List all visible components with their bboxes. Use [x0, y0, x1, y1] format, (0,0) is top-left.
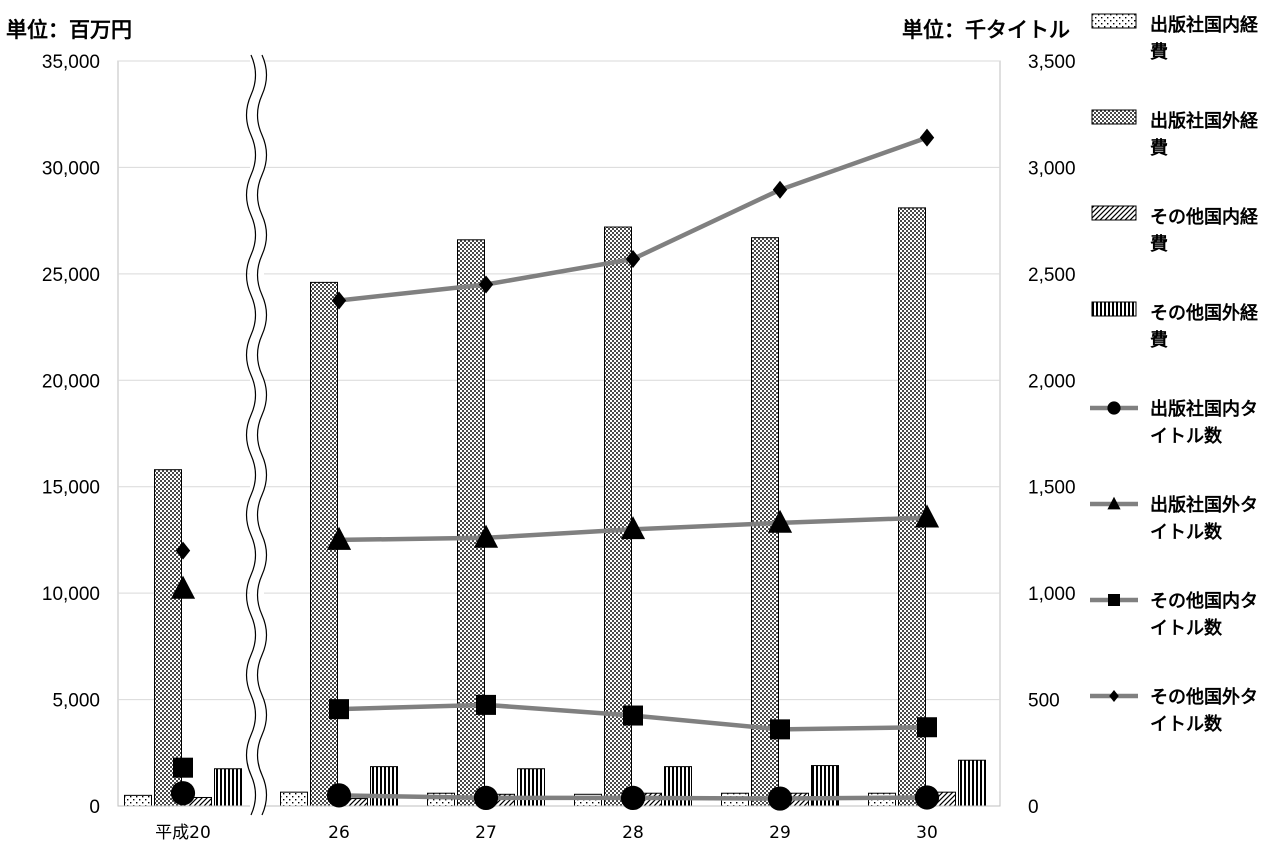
legend-label: 出版社国内経費 — [1150, 15, 1258, 63]
right-tick-label: 3,000 — [1028, 158, 1076, 179]
right-tick-label: 2,500 — [1028, 265, 1076, 286]
legend-item: 出版社国内経費 — [1088, 10, 1268, 70]
legend-label: その他国外経費 — [1150, 303, 1258, 351]
legend-item: その他国外経費 — [1088, 298, 1268, 358]
data-point-circle — [473, 785, 499, 811]
left-tick-label: 0 — [89, 797, 100, 818]
lines — [170, 128, 940, 811]
data-point-square — [476, 694, 496, 715]
data-point-diamond — [478, 275, 494, 294]
right-tick-label: 2,000 — [1028, 371, 1076, 392]
left-tick-label: 5,000 — [52, 691, 100, 712]
axis-break — [245, 50, 268, 820]
legend-label: 出版社国内タイトル数 — [1150, 399, 1258, 447]
legend-swatch — [1091, 109, 1137, 125]
data-point-triangle — [914, 504, 940, 528]
legend-label: その他国内経費 — [1150, 207, 1258, 255]
legend-item: 出版社国内タイトル数 — [1088, 394, 1268, 454]
legend-symbol — [1091, 13, 1137, 29]
data-point-circle — [620, 785, 646, 811]
right-axis: 0 500 1,000 1,500 2,000 2,500 3,000 3,500 — [1028, 52, 1076, 818]
data-point-circle — [914, 785, 940, 810]
category-label: 30 — [916, 823, 938, 843]
axis-break-line — [245, 54, 257, 816]
data-point-diamond — [175, 541, 191, 560]
legend-item: 出版社国外経費 — [1088, 106, 1268, 166]
legend-symbol — [1091, 301, 1137, 317]
data-point-circle — [170, 781, 196, 806]
left-tick-label: 10,000 — [42, 584, 100, 605]
legend-swatch — [1091, 13, 1137, 29]
category-labels: 平成20 26 27 28 29 30 — [155, 823, 938, 843]
data-point-square — [917, 717, 937, 738]
left-unit-label: 単位：百万円 — [6, 18, 132, 42]
data-point-triangle — [170, 575, 196, 599]
data-point-diamond — [1109, 690, 1119, 702]
left-tick-label: 35,000 — [42, 52, 100, 73]
legend-symbol — [1090, 594, 1138, 606]
legend-label: 出版社国外タイトル数 — [1150, 495, 1258, 543]
legend-swatch — [1091, 205, 1137, 221]
category-label: 27 — [475, 823, 497, 843]
legend-symbol — [1090, 401, 1138, 415]
plot-area — [117, 60, 1001, 807]
legend-symbol — [1091, 205, 1137, 221]
right-tick-label: 500 — [1028, 691, 1060, 712]
legend-symbol — [1091, 109, 1137, 125]
legend-label: その他国内タイトル数 — [1150, 591, 1258, 639]
data-point-triangle — [620, 516, 646, 540]
category-label: 29 — [769, 823, 791, 843]
bar — [457, 239, 485, 807]
data-point-diamond — [772, 180, 788, 199]
bar — [517, 768, 545, 807]
data-point-diamond — [625, 249, 641, 268]
left-tick-label: 15,000 — [42, 478, 100, 499]
bar — [370, 766, 398, 807]
category-label: 28 — [622, 823, 644, 843]
legend-symbol — [1090, 496, 1138, 510]
legend-label: 出版社国外経費 — [1150, 111, 1258, 159]
right-unit-label: 単位：千タイトル — [902, 18, 1070, 42]
left-tick-label: 30,000 — [42, 158, 100, 179]
data-point-square — [770, 719, 790, 740]
bar — [958, 759, 986, 807]
category-label: 平成20 — [155, 823, 211, 843]
legend-label: その他国外タイトル数 — [1150, 687, 1258, 735]
bar — [898, 207, 926, 807]
bar — [154, 469, 182, 807]
data-point-circle — [326, 783, 352, 808]
right-tick-label: 0 — [1028, 797, 1039, 818]
legend-swatch — [1091, 301, 1137, 317]
left-tick-label: 20,000 — [42, 371, 100, 392]
data-point-diamond — [331, 291, 347, 310]
data-point-circle — [1107, 401, 1121, 415]
left-axis: 0 5,000 10,000 15,000 20,000 25,000 30,000 35,0… — [42, 52, 100, 818]
data-point-square — [173, 757, 193, 778]
data-point-square — [329, 699, 349, 720]
data-point-triangle — [473, 524, 499, 548]
data-point-triangle — [767, 509, 793, 533]
legend-item: 出版社国外タイトル数 — [1088, 490, 1268, 550]
legend-item: その他国内経費 — [1088, 202, 1268, 262]
category-label: 26 — [328, 823, 350, 843]
data-point-triangle — [1107, 496, 1121, 510]
right-tick-label: 1,500 — [1028, 478, 1076, 499]
data-point-diamond — [919, 128, 935, 147]
legend-item: その他国内タイトル数 — [1088, 586, 1268, 646]
legend-item: その他国外タイトル数 — [1088, 682, 1268, 742]
data-point-square — [1108, 594, 1120, 606]
bar — [280, 791, 308, 807]
left-tick-label: 25,000 — [42, 265, 100, 286]
bar — [214, 768, 242, 807]
data-point-triangle — [326, 526, 352, 550]
data-point-circle — [767, 786, 793, 811]
axis-break-line — [256, 54, 268, 816]
right-tick-label: 3,500 — [1028, 52, 1076, 73]
right-tick-label: 1,000 — [1028, 584, 1076, 605]
legend-symbol — [1090, 690, 1138, 702]
bar — [124, 794, 152, 807]
data-point-square — [623, 705, 643, 726]
